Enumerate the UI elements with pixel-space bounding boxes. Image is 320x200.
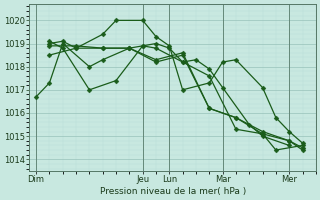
X-axis label: Pression niveau de la mer( hPa ): Pression niveau de la mer( hPa ) xyxy=(100,187,246,196)
